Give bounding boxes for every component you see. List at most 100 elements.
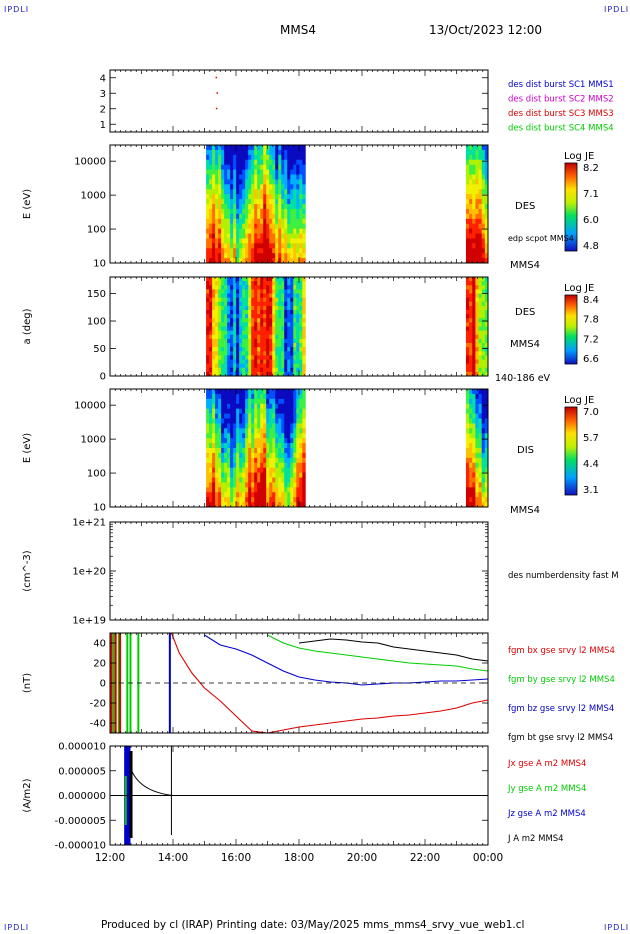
heatmap-cell <box>248 482 252 488</box>
heatmap-cell <box>230 433 234 439</box>
heatmap-cell <box>278 347 282 352</box>
heatmap-cell <box>209 223 213 229</box>
heatmap-cell <box>293 233 297 239</box>
heatmap-cell <box>263 293 267 299</box>
heatmap-cell <box>233 343 237 348</box>
heatmap-cell <box>275 371 279 377</box>
heatmap-cell <box>224 285 228 290</box>
heatmap-cell <box>245 482 249 488</box>
heatmap-cell <box>236 330 240 336</box>
heatmap-cell <box>245 428 249 434</box>
heatmap-cell <box>227 199 231 205</box>
heatmap-cell <box>287 154 291 161</box>
heatmap-cell <box>236 253 240 259</box>
heatmap-cell <box>481 492 486 498</box>
heatmap-cell <box>299 305 303 311</box>
heatmap-cell <box>272 334 276 340</box>
heatmap-cell <box>221 218 225 225</box>
heatmap-cell <box>236 334 240 340</box>
heatmap-cell <box>284 314 288 319</box>
heatmap-cell <box>299 189 303 195</box>
heatmap-cell <box>269 359 273 365</box>
heatmap-cell <box>465 367 470 373</box>
heatmap-cell <box>221 164 225 170</box>
heatmap-cell <box>221 305 225 311</box>
heatmap-cell <box>284 347 288 352</box>
heatmap-cell <box>242 228 246 234</box>
heatmap-cell <box>281 351 285 356</box>
heatmap-cell <box>227 398 231 405</box>
heatmap-cell <box>236 233 240 239</box>
heatmap-cell <box>269 228 273 234</box>
heatmap-cell <box>251 367 255 373</box>
heatmap-cell <box>215 285 219 290</box>
heatmap-cell <box>281 482 285 488</box>
heatmap-cell <box>290 228 294 234</box>
heatmap-cell <box>272 326 276 332</box>
heatmap-cell <box>212 159 216 166</box>
heatmap-cell <box>233 189 237 195</box>
heatmap-cell <box>239 355 243 360</box>
heatmap-cell <box>472 418 476 424</box>
heatmap-cell <box>257 487 261 493</box>
heatmap-cell <box>272 487 276 493</box>
heatmap-cell <box>465 322 470 327</box>
heatmap-cell <box>478 305 483 311</box>
heatmap-cell <box>465 281 470 286</box>
heatmap-cell <box>236 326 240 332</box>
heatmap-cell <box>296 343 300 348</box>
heatmap-cell <box>260 347 264 352</box>
heatmap-cell <box>212 194 216 200</box>
heatmap-cell <box>475 418 479 424</box>
heatmap-cell <box>299 285 303 290</box>
heatmap-cell <box>260 363 264 369</box>
heatmap-cell <box>257 428 261 434</box>
heatmap-cell <box>266 413 270 419</box>
heatmap-cell <box>206 334 210 340</box>
heatmap-cell <box>469 314 473 319</box>
heatmap-cell <box>215 169 219 175</box>
heatmap-cell <box>227 179 231 185</box>
heatmap-cell <box>299 452 303 459</box>
heatmap-cell <box>272 228 276 234</box>
heatmap-cell <box>212 428 216 434</box>
heatmap-cell <box>302 184 306 190</box>
heatmap-cell <box>221 213 225 220</box>
heatmap-cell <box>239 472 243 478</box>
heatmap-cell <box>239 389 243 395</box>
heatmap-cell <box>284 293 288 299</box>
heatmap-cell <box>287 502 291 508</box>
heatmap-cell <box>290 293 294 299</box>
heatmap-cell <box>260 438 264 444</box>
heatmap-cell <box>254 343 258 348</box>
y-tick-label: -40 <box>90 719 106 730</box>
heatmap-cell <box>254 418 258 424</box>
heatmap-cell <box>254 179 258 185</box>
heatmap-cell <box>469 159 473 166</box>
heatmap-cell <box>302 204 306 210</box>
heatmap-cell <box>484 145 489 151</box>
heatmap-cell <box>230 228 234 234</box>
heatmap-cell <box>263 433 267 439</box>
heatmap-cell <box>218 389 222 395</box>
heatmap-cell <box>266 149 270 156</box>
heatmap-cell <box>299 403 303 410</box>
heatmap-cell <box>269 467 273 473</box>
heatmap-cell <box>281 367 285 373</box>
heatmap-cell <box>290 338 294 344</box>
heatmap-cell <box>212 347 216 352</box>
heatmap-cell <box>275 289 279 294</box>
heatmap-cell <box>251 189 255 195</box>
heatmap-cell <box>478 223 483 229</box>
heatmap-cell <box>475 502 479 508</box>
heatmap-cell <box>221 343 225 348</box>
heatmap-cell <box>206 389 210 395</box>
heatmap-cell <box>215 398 219 405</box>
heatmap-cell <box>296 289 300 294</box>
heatmap-cell <box>269 310 273 315</box>
heatmap-cell <box>296 438 300 444</box>
heatmap-cell <box>224 223 228 229</box>
heatmap-cell <box>481 199 486 205</box>
heatmap-cell <box>206 371 210 377</box>
heatmap-cell <box>230 343 234 348</box>
